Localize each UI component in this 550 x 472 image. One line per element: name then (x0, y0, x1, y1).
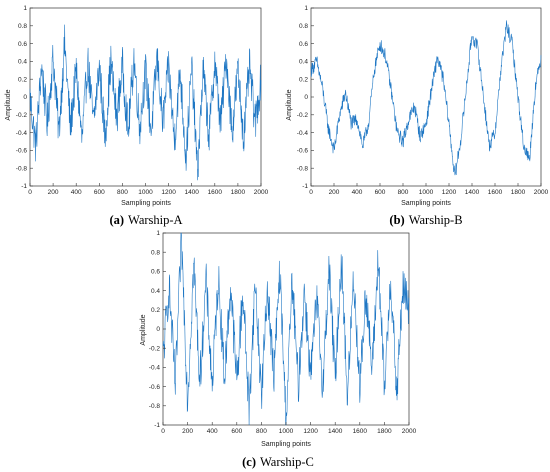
y-tick-label: 0.4 (151, 288, 160, 295)
caption: (a) Warship-A (109, 213, 182, 227)
x-tick-label: 0 (28, 189, 32, 196)
y-tick-label: 0.2 (151, 307, 160, 314)
x-tick-label: 800 (398, 189, 409, 196)
plot-frame (310, 7, 542, 187)
x-tick-label: 1800 (377, 428, 392, 435)
caption: (b) Warship-B (389, 213, 462, 227)
x-tick-label: 1200 (442, 189, 457, 196)
caption-title: Warship-C (260, 455, 314, 469)
y-tick-label: 1 (156, 230, 160, 237)
x-tick-label: 200 (182, 428, 193, 435)
x-tick-label: 600 (94, 189, 105, 196)
y-tick-label: -0.6 (16, 148, 28, 155)
y-tick-label: 0 (156, 326, 160, 333)
caption-title: Warship-A (128, 213, 183, 227)
caption-prefix: (b) (389, 213, 404, 227)
y-tick-label: 1 (304, 5, 308, 12)
caption-prefix: (c) (242, 455, 256, 469)
caption-title: Warship-B (409, 213, 463, 227)
x-tick-label: 1200 (303, 428, 318, 435)
caption-prefix: (a) (109, 213, 124, 227)
x-tick-label: 1800 (231, 189, 246, 196)
y-tick-label: 0.4 (18, 59, 27, 66)
y-tick-label: 0.6 (18, 41, 27, 48)
ylabel: Amplitude (286, 89, 293, 120)
y-tick-label: -1 (302, 183, 308, 190)
signal-line (29, 24, 262, 181)
x-tick-label: 400 (352, 189, 363, 196)
xlabel: Sampling points (121, 200, 171, 207)
x-tick-label: 1000 (419, 189, 434, 196)
x-tick-label: 1600 (353, 428, 368, 435)
x-tick-label: 1400 (184, 189, 199, 196)
x-tick-label: 0 (309, 189, 313, 196)
x-tick-label: 800 (117, 189, 128, 196)
y-tick-label: -0.2 (149, 345, 161, 352)
y-tick-label: -0.8 (149, 403, 161, 410)
y-tick-label: -0.4 (16, 130, 28, 137)
y-tick-label: -0.6 (149, 384, 161, 391)
xlabel: Sampling points (261, 441, 311, 448)
x-tick-label: 400 (71, 189, 82, 196)
x-tick-label: 2000 (402, 428, 417, 435)
y-tick-label: -1 (21, 183, 27, 190)
y-tick-label: 0.8 (18, 23, 27, 30)
y-tick-label: 0 (23, 94, 27, 101)
xlabel: Sampling points (401, 200, 451, 207)
x-tick-label: 2000 (254, 189, 269, 196)
y-tick-label: 0.8 (151, 249, 160, 256)
panel-warship-b: 0 200 400 600 800 1000 1200 1400 1600 1800 2000 -1 -… (286, 5, 549, 227)
x-tick-label: 0 (161, 428, 165, 435)
x-tick-label: 600 (375, 189, 386, 196)
x-tick-label: 1000 (279, 428, 294, 435)
x-tick-label: 600 (231, 428, 242, 435)
x-tick-label: 200 (48, 189, 59, 196)
x-tick-label: 800 (256, 428, 267, 435)
y-tick-label: -0.2 (297, 112, 309, 119)
y-tick-label: 0.2 (18, 76, 27, 83)
ylabel: Amplitude (140, 314, 147, 345)
y-tick-label: -0.4 (297, 130, 309, 137)
x-tick-label: 2000 (534, 189, 549, 196)
x-tick-label: 400 (207, 428, 218, 435)
y-tick-label: -0.8 (16, 165, 28, 172)
signal-line (310, 20, 542, 176)
y-tick-label: 0.6 (299, 41, 308, 48)
caption: (c) Warship-C (242, 455, 314, 469)
x-tick-label: 1600 (488, 189, 503, 196)
x-tick-label: 1400 (328, 428, 343, 435)
y-tick-label: -0.4 (149, 365, 161, 372)
x-tick-label: 200 (329, 189, 340, 196)
x-tick-label: 1800 (511, 189, 526, 196)
panel-warship-c: 0 200 400 600 800 1000 1200 1400 1600 1800 2000 -1 -… (140, 230, 417, 469)
y-tick-label: 0.8 (299, 23, 308, 30)
x-tick-label: 1000 (138, 189, 153, 196)
y-tick-label: -0.6 (297, 148, 309, 155)
y-tick-label: 0.4 (299, 59, 308, 66)
x-tick-label: 1200 (161, 189, 176, 196)
y-tick-label: 0.6 (151, 269, 160, 276)
signal-line (162, 232, 410, 426)
ylabel: Amplitude (5, 89, 12, 120)
y-tick-label: -0.8 (297, 165, 309, 172)
plot-frame (162, 232, 410, 426)
x-tick-label: 1600 (208, 189, 223, 196)
y-tick-label: -1 (154, 422, 160, 429)
y-tick-label: 1 (23, 5, 27, 12)
y-tick-label: -0.2 (16, 112, 28, 119)
x-tick-label: 1400 (465, 189, 480, 196)
y-tick-label: 0 (304, 94, 308, 101)
panel-warship-a: 0 200 400 600 800 1000 1200 1400 1600 1800 2000 -1 -… (5, 5, 269, 227)
y-tick-label: 0.2 (299, 76, 308, 83)
